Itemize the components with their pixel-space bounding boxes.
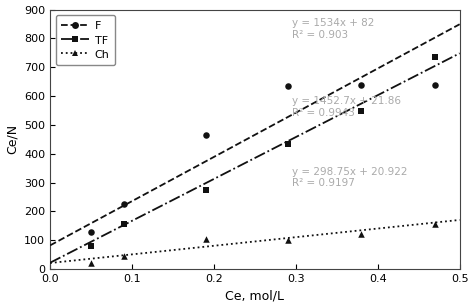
Point (431, 222, 439, 227)
Point (120, 253, 128, 258)
Point (202, 187, 210, 192)
Point (357, 109, 365, 114)
Y-axis label: Ce/N: Ce/N (6, 124, 18, 154)
Text: y = 298.75x + 20.922
R² = 0.9197: y = 298.75x + 20.922 R² = 0.9197 (292, 167, 407, 188)
Point (284, 238, 292, 243)
Point (357, 232, 365, 237)
Point (120, 222, 128, 227)
Point (202, 236, 210, 241)
Point (431, 55, 439, 59)
Point (431, 82, 439, 87)
Point (87, 244, 95, 249)
Text: y = 1452.7x + 21.86
R² = 0.9943: y = 1452.7x + 21.86 R² = 0.9943 (292, 96, 401, 118)
Point (357, 83, 365, 87)
Point (87, 261, 95, 266)
X-axis label: Ce, mol/L: Ce, mol/L (225, 290, 284, 302)
Legend: F, TF, Ch: F, TF, Ch (55, 15, 115, 65)
Point (284, 142, 292, 147)
Point (284, 83, 292, 88)
Point (120, 202, 128, 207)
Point (202, 132, 210, 137)
Text: y = 1534x + 82
R² = 0.903: y = 1534x + 82 R² = 0.903 (292, 18, 374, 40)
Point (87, 229, 95, 234)
